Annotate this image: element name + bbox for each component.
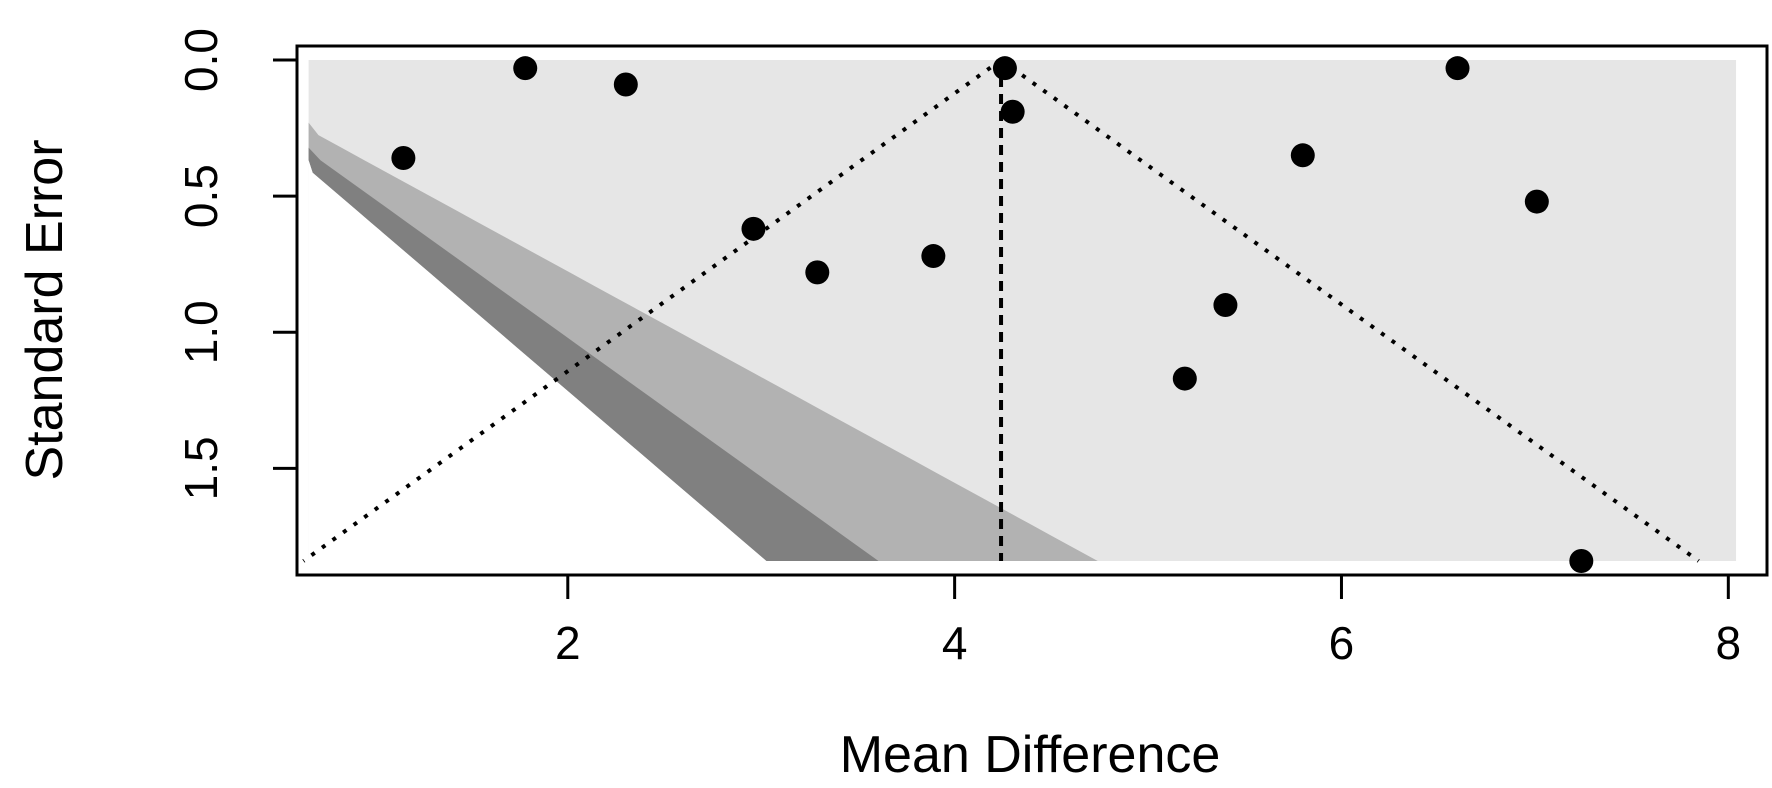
- y-tick-label-0.5: 0.5: [175, 164, 227, 228]
- data-point-12: [1445, 56, 1470, 81]
- y-axis-title: Standard Error: [16, 139, 74, 480]
- funnel-line-right: [999, 58, 1700, 563]
- data-point-2: [513, 56, 538, 81]
- x-tick-label-4: 4: [942, 617, 968, 669]
- y-axis: 0.0 0.5 1.0 1.5: [175, 28, 297, 500]
- y-tick-label-1.5: 1.5: [175, 436, 227, 500]
- funnel-line-left: [302, 58, 1003, 563]
- x-tick-label-2: 2: [555, 617, 581, 669]
- data-point-13: [1524, 189, 1549, 214]
- data-point-6: [921, 244, 946, 269]
- x-tick-label-8: 8: [1716, 617, 1742, 669]
- data-point-9: [1172, 366, 1197, 391]
- x-axis-title: Mean Difference: [840, 726, 1221, 784]
- data-point-8: [1000, 99, 1025, 124]
- x-tick-label-6: 6: [1329, 617, 1355, 669]
- plot-frame: [295, 44, 1769, 577]
- data-point-14: [1569, 549, 1594, 573]
- data-point-1: [391, 146, 416, 171]
- data-point-10: [1213, 293, 1238, 318]
- x-axis: 2 4 6 8: [555, 575, 1741, 669]
- contour-region-nonsignificant: [308, 60, 767, 561]
- contour-shading: [308, 60, 1737, 561]
- data-point-11: [1290, 143, 1315, 168]
- data-points: [391, 56, 1594, 573]
- funnel-lines: [302, 58, 1700, 563]
- data-point-7: [992, 56, 1017, 81]
- data-point-5: [805, 260, 830, 285]
- data-point-3: [613, 72, 638, 97]
- y-tick-label-0.0: 0.0: [175, 28, 227, 92]
- y-tick-label-1.0: 1.0: [175, 300, 227, 364]
- data-point-4: [741, 216, 766, 241]
